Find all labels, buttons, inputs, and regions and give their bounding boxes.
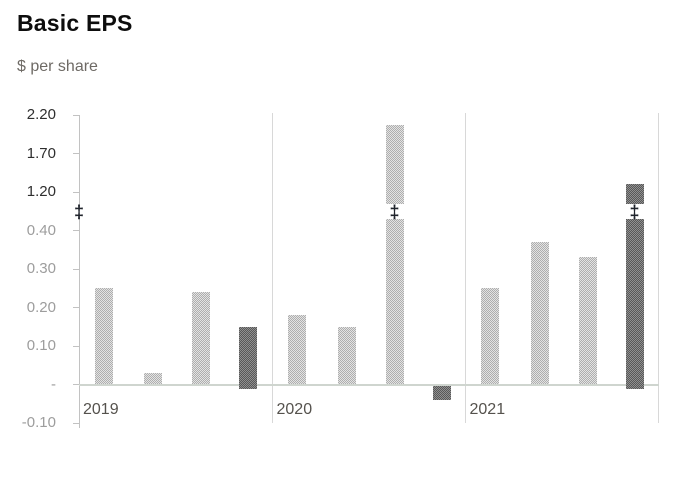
- bar-2021-2: [530, 242, 549, 384]
- bar-break-gap: [624, 204, 645, 219]
- bar-2020-3: [385, 125, 404, 384]
- bar-break-gap: [384, 204, 405, 219]
- y-axis-label: 1.70: [26, 144, 56, 162]
- bar-break-icon: ‡: [629, 201, 640, 222]
- bar-2020-4: [432, 386, 451, 400]
- y-axis-tick: [73, 307, 79, 308]
- y-axis-label: -0.10: [21, 414, 56, 431]
- y-axis-tick: [73, 191, 79, 193]
- y-axis-tick: [73, 114, 79, 116]
- bar-2019-2: [144, 372, 162, 384]
- panel-separator: [272, 113, 273, 423]
- axis-break-icon: ‡: [73, 201, 85, 222]
- y-axis-tick: [73, 230, 79, 231]
- bar-break-icon: ‡: [389, 201, 400, 222]
- x-axis-label: 2020: [276, 401, 313, 418]
- panel-separator: [465, 113, 466, 423]
- bar-2020-1: [288, 315, 306, 384]
- y-axis-label: 0.30: [26, 260, 56, 277]
- bar-2019-3: [192, 292, 210, 384]
- plot-right-border: [658, 113, 659, 423]
- y-axis-label: 2.20: [26, 106, 56, 123]
- x-axis-label: 2019: [83, 401, 119, 418]
- y-axis-line: [78, 115, 80, 428]
- bar-2021-4: [625, 183, 644, 389]
- y-axis-label: 0.10: [26, 337, 56, 354]
- bar-2021-1: [481, 288, 499, 384]
- y-axis-tick: [73, 384, 79, 385]
- bar-2021-3: [578, 257, 597, 384]
- x-axis-label: 2021: [469, 401, 506, 418]
- y-axis-tick: [73, 268, 79, 270]
- bar-2019-4: [239, 326, 257, 389]
- bar-2019-1: [94, 288, 113, 384]
- y-axis-tick: [73, 422, 79, 424]
- y-axis-tick: [73, 345, 79, 347]
- bar-2020-2: [337, 326, 356, 384]
- chart-subtitle: $ per share: [17, 58, 98, 75]
- zero-baseline: [79, 383, 659, 386]
- y-axis-label: 0.20: [26, 298, 56, 316]
- chart-title: Basic EPS: [17, 10, 133, 36]
- y-axis-label: 0.40: [26, 221, 56, 239]
- y-axis-label: -: [51, 375, 56, 393]
- y-axis-label: 1.20: [26, 183, 56, 200]
- y-axis-tick: [73, 153, 79, 154]
